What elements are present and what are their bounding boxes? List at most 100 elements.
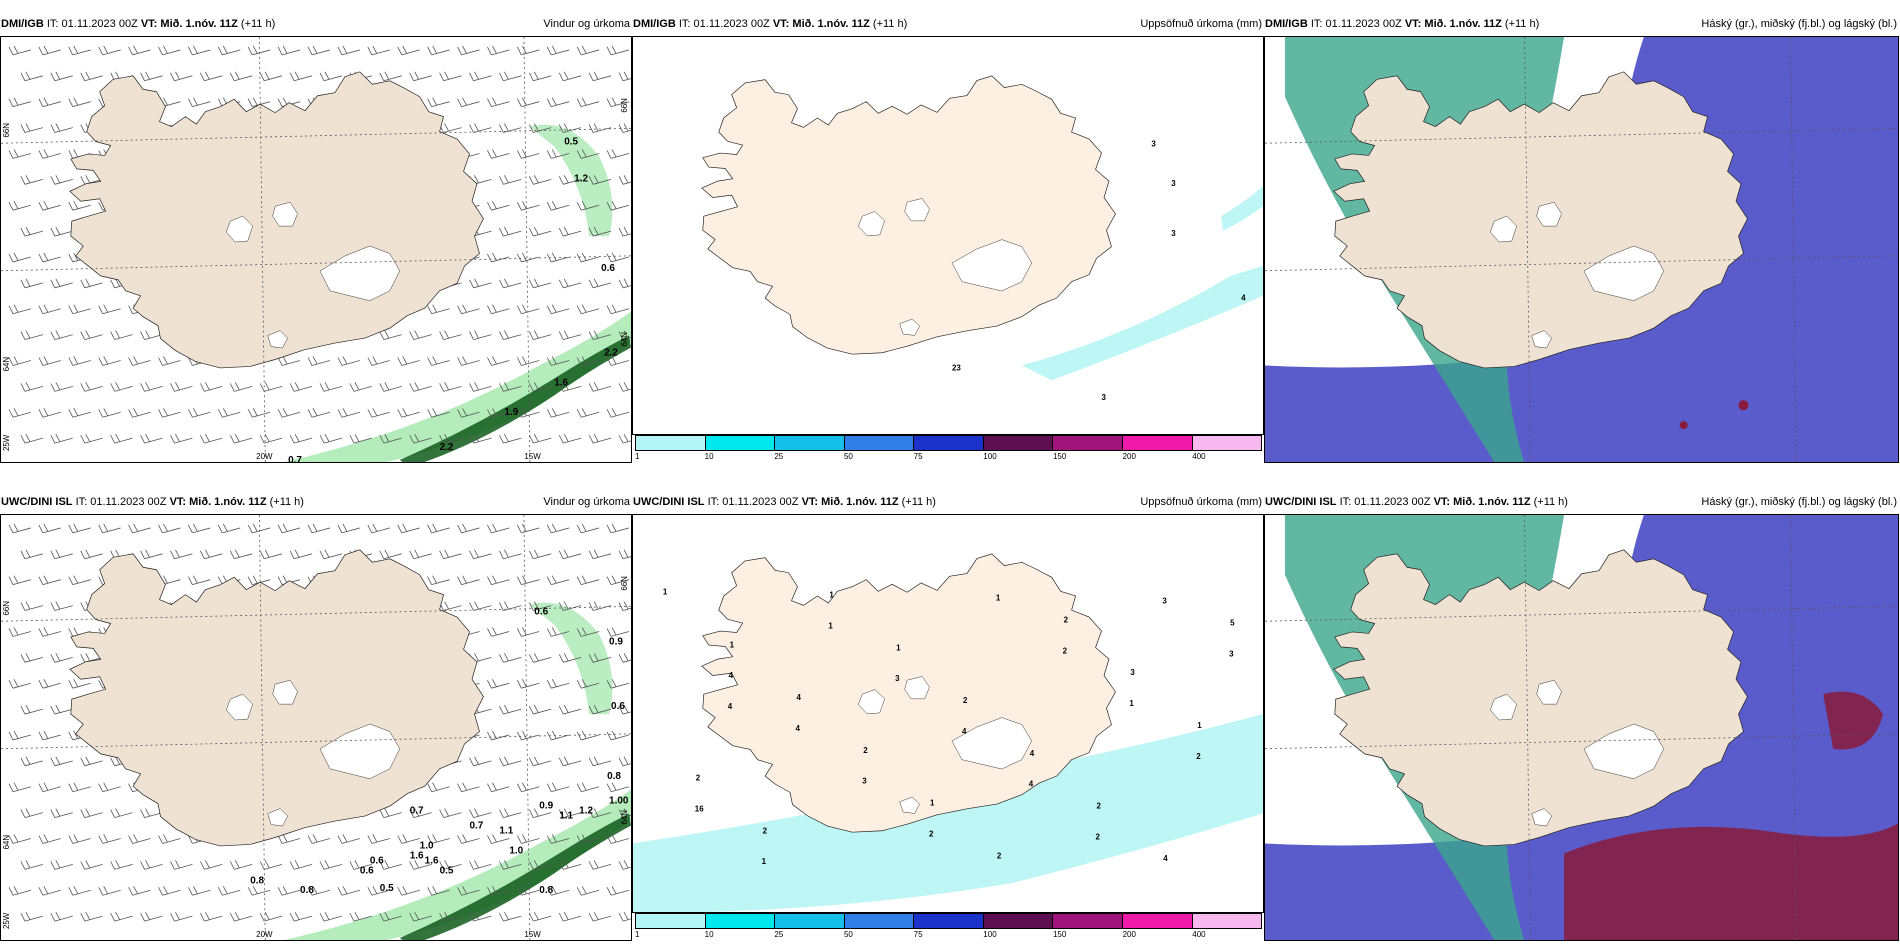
- product-name: Vindur og úrkoma: [543, 18, 630, 30]
- colorbar-cell: [1122, 436, 1193, 450]
- product-name: Háský (gr.), miðský (fj.bl.) og lágský (…: [1701, 496, 1897, 508]
- precip-bands: [283, 124, 631, 462]
- it-label: IT:: [75, 496, 88, 508]
- colorbar-cell: [983, 914, 1054, 928]
- model-name: DMI/IGB: [633, 18, 676, 30]
- colorbar-tick-label: 75: [913, 452, 923, 461]
- panel-wind-precip-uwc: UWC/DINI ISL IT: 01.11.2023 00Z VT: Mið.…: [0, 492, 632, 941]
- accum-value-label: 3: [1171, 179, 1176, 188]
- panel-wind-precip-dmi: DMI/IGB IT: 01.11.2023 00Z VT: Mið. 1.nó…: [0, 14, 632, 463]
- precip-value-label: 1.1: [499, 826, 513, 837]
- colorbar-tick-label: 10: [704, 930, 714, 939]
- vt-value: Mið. 1.nóv. 11Z: [1453, 496, 1531, 508]
- colorbar-cell: [844, 914, 915, 928]
- accum-value-label: 2: [1096, 832, 1101, 841]
- accum-value-label: 3: [1229, 649, 1234, 658]
- graticule: [1, 37, 631, 462]
- vt-value: Mið. 1.nóv. 11Z: [792, 18, 870, 30]
- lon-label: 15W: [524, 930, 541, 939]
- panel-header: DMI/IGB IT: 01.11.2023 00Z VT: Mið. 1.nó…: [0, 14, 632, 34]
- precip-value-label: 0.5: [564, 137, 578, 148]
- precip-value-label: 0.6: [534, 607, 548, 618]
- precip-areas: [633, 713, 1263, 912]
- accum-value-label: 1: [829, 591, 834, 600]
- wind-precip-map: 20W 15W66N64N25W66N64N0.51.20.62.21.61.92…: [1, 37, 631, 462]
- graticule: [1, 515, 631, 940]
- colorbar-tick-label: 400: [1192, 452, 1206, 461]
- colorbar-cell: [914, 436, 984, 450]
- colorbar-tick-label: 200: [1122, 452, 1136, 461]
- map-frame: 1 1 4 2 1 2 2 3 1 2 2 1 1 2 4 2 4 5 4 4 3 2 1 2 1 2 16 1 1 3 4 4 2 3 3 4: [632, 514, 1264, 913]
- precip-bands: [283, 602, 631, 940]
- panel-accum-precip-dmi: DMI/IGB IT: 01.11.2023 00Z VT: Mið. 1.nó…: [632, 14, 1264, 463]
- it-label: IT:: [678, 18, 691, 30]
- axis-labels: 20W 15W 66N 64N 25W 66N 64N: [2, 98, 629, 461]
- panel-title: DMI/IGB IT: 01.11.2023 00Z VT: Mið. 1.nó…: [633, 14, 907, 34]
- accum-value-label: 2: [963, 696, 968, 705]
- precip-value-label: 0.5: [440, 865, 454, 876]
- precip-value-label: 0.6: [360, 865, 374, 876]
- precip-value-label: 1.6: [425, 855, 439, 866]
- iceland-map: [701, 75, 1116, 355]
- cloud-cover-map: [1265, 515, 1898, 940]
- precip-value-label: 0.5: [380, 883, 394, 894]
- lat-label: 25W: [2, 434, 11, 451]
- lon-label: 20W: [256, 452, 273, 461]
- accum-value-label: 5: [1230, 618, 1235, 627]
- accum-value-label: 4: [962, 727, 967, 736]
- colorbar: [635, 435, 1262, 451]
- lat-label-right: 66N: [620, 98, 629, 113]
- precip-value-label: 0.7: [288, 455, 302, 462]
- accum-value-label: 3: [1130, 668, 1135, 677]
- precip-value-label: 1.6: [410, 850, 424, 861]
- accum-precip-map: 3 3 3 4 3 23: [701, 75, 1263, 402]
- accum-value-label: 4: [728, 702, 733, 711]
- iceland-map: [1333, 549, 1748, 847]
- model-name: UWC/DINI ISL: [633, 496, 705, 508]
- accum-value-label: 2: [696, 774, 701, 783]
- colorbar-cell: [1122, 914, 1193, 928]
- lat-label: 25W: [2, 912, 11, 929]
- accum-value-label: 1: [1129, 699, 1134, 708]
- accum-value-label: 4: [1030, 749, 1035, 758]
- it-value: 01.11.2023 00Z: [61, 18, 138, 30]
- colorbar-tick-label: 100: [983, 452, 997, 461]
- accum-value-label: 16: [695, 805, 704, 814]
- product-name: Uppsöfnuð úrkoma (mm): [1140, 496, 1262, 508]
- precip-value-label: 0.8: [250, 875, 264, 886]
- precip-value-label: 0.8: [539, 885, 553, 896]
- wind-precip-map: 20W 15W66N64N25W66N64N0.60.70.90.60.71.00…: [1, 515, 631, 940]
- precip-values: 0.5 1.2 0.6 2.2 1.6 1.9 2.2 0.7: [288, 137, 618, 462]
- colorbar-tick-label: 200: [1122, 930, 1136, 939]
- map-frame: 3 3 3 4 3 23: [632, 36, 1264, 435]
- vt-label: VT:: [1433, 496, 1451, 508]
- precip-value-label: 1.00: [609, 796, 629, 807]
- colorbar-labels: 1 10 25 50 75 100 150 200 400: [635, 929, 1262, 941]
- panel-header: UWC/DINI ISL IT: 01.11.2023 00Z VT: Mið.…: [632, 492, 1264, 512]
- accum-value-label: 2: [1063, 646, 1068, 655]
- colorbar-cell: [775, 914, 845, 928]
- lead-time: (+11 h): [1533, 496, 1568, 508]
- colorbar-tick-label: 1: [635, 930, 640, 939]
- accum-value-label: 4: [795, 724, 800, 733]
- colorbar-tick-label: 25: [774, 930, 784, 939]
- vt-label: VT:: [772, 18, 790, 30]
- lat-label-right: 66N: [620, 576, 629, 591]
- model-name: UWC/DINI ISL: [1265, 496, 1337, 508]
- accum-value-label: 1: [730, 640, 735, 649]
- precip-value-label: 1.2: [574, 173, 588, 184]
- panel-header: UWC/DINI ISL IT: 01.11.2023 00Z VT: Mið.…: [0, 492, 632, 512]
- accum-value-label: 1: [896, 643, 901, 652]
- panel-clouds-uwc: UWC/DINI ISL IT: 01.11.2023 00Z VT: Mið.…: [1264, 492, 1899, 941]
- vt-label: VT:: [169, 496, 187, 508]
- product-name: Háský (gr.), miðský (fj.bl.) og lágský (…: [1701, 18, 1897, 30]
- colorbar-cell: [1053, 436, 1123, 450]
- panel-title: UWC/DINI ISL IT: 01.11.2023 00Z VT: Mið.…: [1, 492, 304, 512]
- colorbar-cell: [636, 914, 706, 928]
- precip-value-label: 0.9: [539, 801, 553, 812]
- panel-header: DMI/IGB IT: 01.11.2023 00Z VT: Mið. 1.nó…: [1264, 14, 1899, 34]
- it-value: 01.11.2023 00Z: [693, 18, 770, 30]
- model-name: UWC/DINI ISL: [1, 496, 73, 508]
- vt-value: Mið. 1.nóv. 11Z: [821, 496, 899, 508]
- vt-value: Mið. 1.nóv. 11Z: [160, 18, 238, 30]
